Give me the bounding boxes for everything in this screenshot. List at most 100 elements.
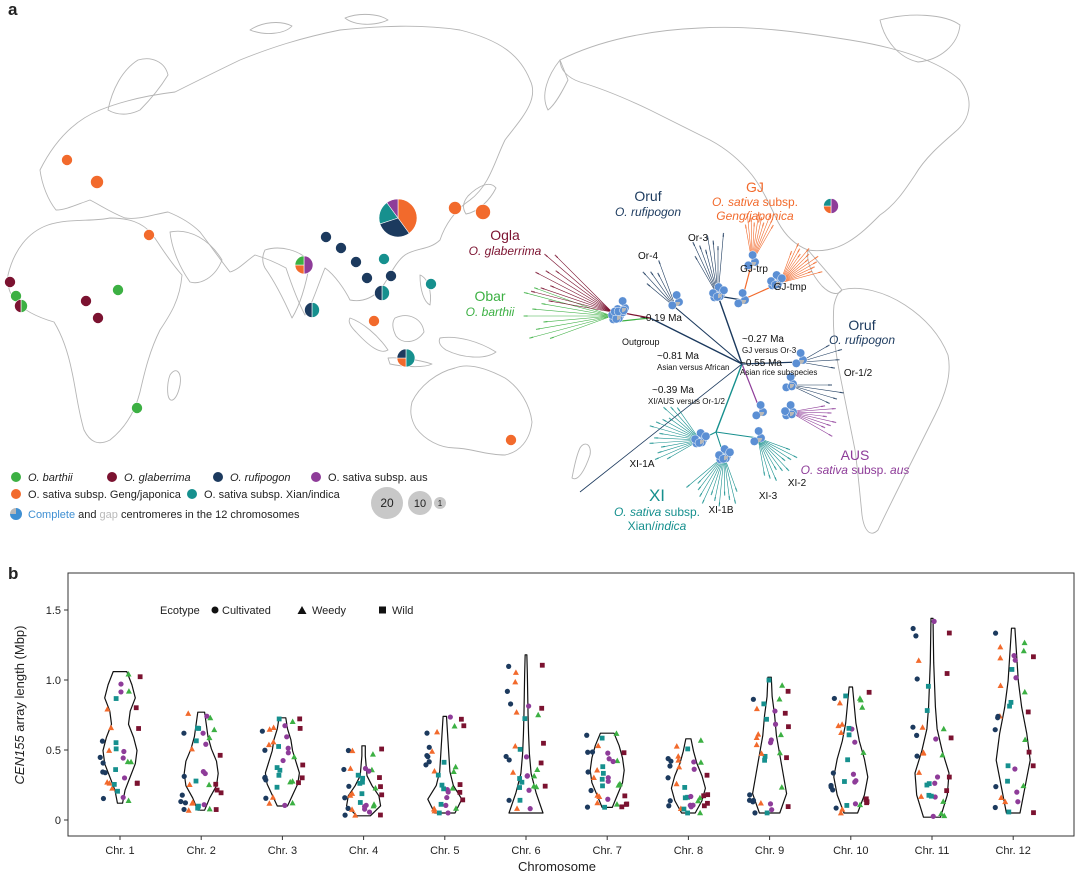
data-point [379,792,385,798]
data-point [372,784,379,791]
branch-xi [715,363,743,433]
violin-12 [995,627,1031,814]
data-point [747,792,753,798]
data-point [665,756,671,762]
node-label-027: ~0.27 Ma [742,334,784,345]
data-point [1026,749,1032,755]
data-point [436,810,442,816]
pie-egypt [143,229,155,241]
y-tick-label: 0 [55,815,61,827]
tree-node-cluster [714,444,735,464]
data-point [681,806,687,812]
data-point [585,769,591,775]
phylogenetic-tree [523,211,844,507]
data-point [507,701,514,707]
violin-5 [427,715,463,814]
data-point [346,783,352,789]
group-label-gj: GJ [746,179,764,195]
data-point [599,776,605,782]
data-point [347,765,354,771]
legend-gap-word: gap [100,509,118,521]
data-point [918,793,925,799]
x-tick-label: Chr. 10 [833,845,868,857]
pie-indonesia [396,348,416,368]
data-point [697,809,704,816]
data-point [270,724,277,730]
data-point [100,760,106,766]
data-points [97,618,1036,819]
pie-west-africa-1 [4,276,16,288]
data-point [342,795,348,801]
data-point [526,787,532,793]
data-point [274,765,280,770]
data-point [914,732,920,738]
data-point [125,688,132,694]
data-point [204,713,210,719]
data-point [276,744,282,749]
data-point [704,772,710,778]
data-point [188,745,195,752]
data-point [688,793,694,800]
map-india [262,247,311,319]
pie-south-africa [131,402,143,414]
tree-node-cluster [690,428,711,448]
legend-item-rufipogon: O. rufipogon [213,472,291,484]
data-point [113,740,119,746]
clade-label-gj-tmp: GJ-tmp [774,282,807,293]
data-point [284,734,290,740]
fan-aus [789,405,837,437]
data-point [766,677,772,683]
data-point [685,810,690,816]
data-point [434,728,441,735]
map-greenland [879,14,961,63]
data-point [919,724,926,730]
fan-xi1b [686,455,738,507]
data-point [666,803,672,809]
data-point [109,785,116,791]
group-label-obar: Obar [474,288,505,304]
map-central-america [807,249,843,294]
data-point [291,753,298,760]
data-point [682,785,688,790]
data-point [503,753,509,760]
data-point [377,775,382,780]
tree-node-cluster [781,372,798,392]
data-point [266,800,273,806]
data-point [864,799,870,805]
pie-central-africa-2 [92,312,104,324]
data-point [1021,688,1028,695]
data-point [599,735,605,741]
data-point [359,791,365,797]
data-point [924,708,930,713]
data-point [777,731,784,738]
data-point [605,775,611,781]
tree-node-cluster [733,288,750,308]
pie-malaysia [368,315,380,327]
branch-or4 [675,307,743,365]
data-point [513,709,520,715]
data-point [1005,763,1011,769]
pie-cambodia [374,285,390,301]
data-point [193,778,199,784]
data-point [605,750,611,756]
data-point [218,790,224,796]
data-point [946,630,952,636]
clade-label-or3: Or-3 [688,233,708,244]
data-point [100,795,107,802]
data-point [512,669,519,675]
data-point [352,812,359,818]
data-point [457,789,463,795]
data-point [133,705,139,711]
group-species-obar: O. barthii [466,305,515,319]
data-point [828,784,834,790]
data-point [859,704,866,710]
data-point [196,803,201,809]
ecotype-legend: Ecotype Cultivated Weedy Wild [160,605,413,617]
data-point [345,747,352,754]
data-point [517,746,523,752]
violin-10 [833,686,869,814]
group-species-xi-2: Xian/indica [628,519,687,533]
data-point [445,810,451,816]
legend-size-key: 20 10 1 [371,487,446,519]
data-point [776,695,783,702]
